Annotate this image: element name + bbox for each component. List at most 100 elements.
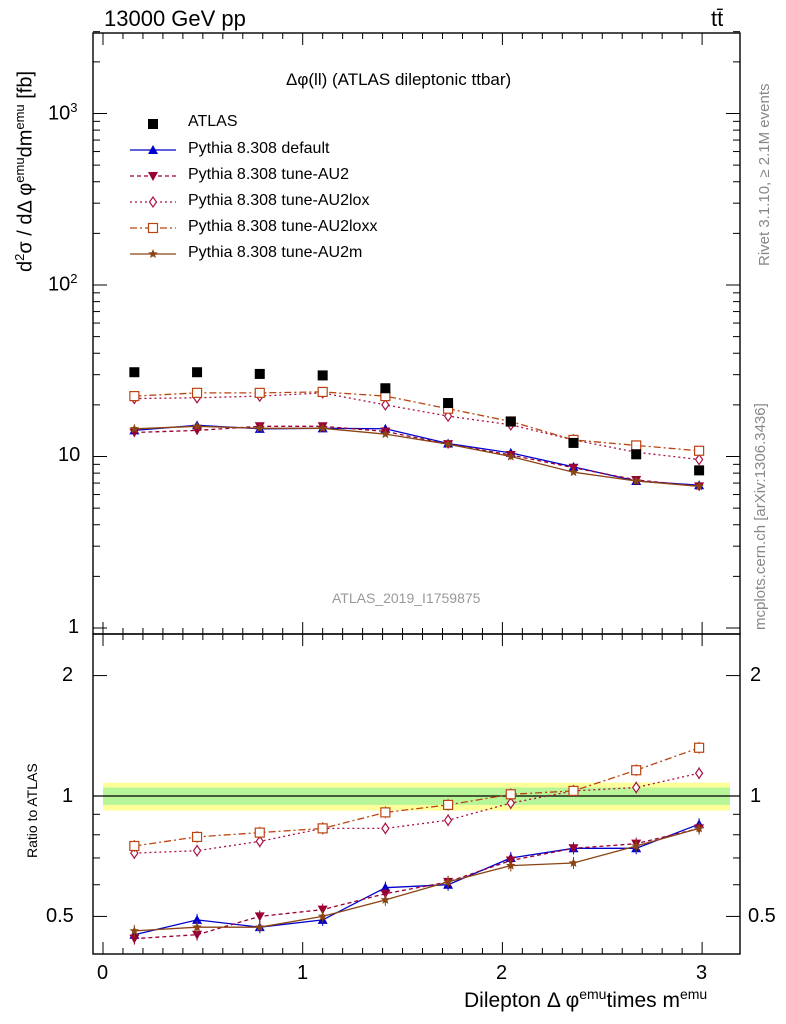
atlas-data-points xyxy=(129,367,705,476)
x-axis-label: Dilepton Δ φemutimes memu xyxy=(464,986,708,1012)
series-point-2 xyxy=(381,398,390,411)
atlas-data-point xyxy=(192,367,203,378)
ratio-point-4 xyxy=(631,841,641,850)
ratio-tick-label-1-left: 1 xyxy=(62,785,74,807)
series-point-4 xyxy=(443,439,453,449)
series-point-2 xyxy=(694,453,704,466)
x-tick-label-2: 2 xyxy=(496,962,508,984)
x-tick-label-3: 3 xyxy=(696,962,708,984)
series-point-3 xyxy=(694,445,705,456)
ratio-point-1 xyxy=(254,912,265,922)
series-point-4 xyxy=(506,451,516,461)
analysis-watermark: ATLAS_2019_I1759875 xyxy=(332,590,481,606)
ratio-point-4 xyxy=(129,925,140,935)
ratio-point-2 xyxy=(443,814,453,827)
ratio-point-4 xyxy=(380,894,391,904)
series-point-4 xyxy=(317,423,328,433)
legend-marker-3 xyxy=(147,222,159,234)
ratio-point-3 xyxy=(380,807,391,818)
ratio-point-2 xyxy=(631,781,641,794)
ratio-point-4 xyxy=(568,858,579,867)
ratio-line-0 xyxy=(134,823,700,936)
ratio-point-4 xyxy=(694,823,704,833)
legend-marker-1 xyxy=(148,172,158,181)
series-line-3 xyxy=(134,391,700,452)
x-tick-label-0: 0 xyxy=(97,962,109,984)
ratio-point-3 xyxy=(129,840,140,852)
atlas-data-point xyxy=(505,416,516,427)
y-tick-label-1: 1 xyxy=(68,616,80,638)
series-point-4 xyxy=(129,423,140,433)
process-label: tt̄ xyxy=(711,6,724,31)
atlas-data-point xyxy=(317,370,328,381)
series-point-4 xyxy=(631,476,641,485)
series-line-4 xyxy=(134,425,700,487)
legend-label-au2: Pythia 8.308 tune-AU2 xyxy=(188,166,349,183)
ratio-point-2 xyxy=(381,822,390,835)
ratio-point-0 xyxy=(380,882,391,892)
legend-marker-4 xyxy=(148,249,158,258)
atlas-data-point xyxy=(631,449,642,460)
ratio-tick-label-1-right: 1 xyxy=(750,785,762,807)
y-tick-label-10: 10 xyxy=(58,444,81,466)
ratio-point-3 xyxy=(505,789,516,800)
series-point-3 xyxy=(317,386,328,398)
plot-title: Δφ(ll) (ATLAS dileptonic ttbar) xyxy=(286,70,512,89)
ratio-point-2 xyxy=(192,844,202,857)
series-point-4 xyxy=(568,467,579,477)
ratio-y-axis-label: Ratio to ATLAS xyxy=(24,763,40,858)
legend-label-default: Pythia 8.308 default xyxy=(188,140,330,157)
y-tick-label-100: 102 xyxy=(48,271,78,296)
series-point-3 xyxy=(191,387,203,398)
ratio-line-4 xyxy=(134,827,700,932)
ratio-point-3 xyxy=(317,823,328,834)
atlas-data-point xyxy=(129,367,140,378)
y-tick-label-1000: 103 xyxy=(48,100,78,125)
legend-marker-atlas xyxy=(148,119,158,129)
ratio-point-1 xyxy=(192,930,203,940)
ratio-point-1 xyxy=(568,844,579,854)
series-point-4 xyxy=(694,481,704,491)
ratio-point-2 xyxy=(255,835,264,848)
ratio-point-4 xyxy=(506,860,516,870)
ratio-line-1 xyxy=(134,827,700,940)
series-point-1 xyxy=(129,428,140,438)
ratio-point-4 xyxy=(192,922,202,932)
legend-label-atlas: ATLAS xyxy=(188,113,238,130)
series-line-2 xyxy=(134,392,700,461)
series-point-3 xyxy=(631,440,642,451)
legend-label-au2m: Pythia 8.308 tune-AU2m xyxy=(188,244,363,261)
legend-marker-0 xyxy=(148,145,158,154)
series-line-1 xyxy=(134,425,700,487)
main-y-axis-label: d2σ / dΔ φemudmemu [fb] xyxy=(12,70,37,272)
ratio-plot-frame xyxy=(92,633,741,955)
beam-label: 13000 GeV pp xyxy=(104,6,246,31)
series-point-3 xyxy=(129,391,140,402)
atlas-data-point xyxy=(694,465,705,476)
rivet-label: Rivet 3.1.10, ≥ 2.1M events xyxy=(756,83,773,267)
ratio-line-3 xyxy=(134,747,700,847)
atlas-data-point xyxy=(443,398,454,409)
series-point-4 xyxy=(255,423,265,433)
ratio-point-3 xyxy=(191,831,203,843)
ratio-tick-label-2-right: 2 xyxy=(750,664,762,686)
ratio-point-4 xyxy=(443,876,453,886)
ratio-tick-label-05-left: 0.5 xyxy=(46,905,74,927)
legend-marker-2 xyxy=(148,195,158,209)
series-point-4 xyxy=(192,421,202,431)
series-point-4 xyxy=(380,429,391,439)
ratio-point-3 xyxy=(568,785,579,796)
mcplots-label: mcplots.cern.ch [arXiv:1306.3436] xyxy=(752,403,769,630)
atlas-data-point xyxy=(380,383,391,394)
atlas-data-point xyxy=(254,368,265,379)
ratio-point-3 xyxy=(442,799,454,811)
ratio-point-2 xyxy=(694,767,704,780)
ratio-point-3 xyxy=(631,765,642,776)
legend-label-au2loxx: Pythia 8.308 tune-AU2loxx xyxy=(188,218,378,235)
ratio-tick-label-05-right: 0.5 xyxy=(748,905,776,927)
ratio-point-3 xyxy=(694,742,705,753)
axis-ticks xyxy=(93,31,740,954)
ratio-point-3 xyxy=(254,827,265,838)
ratio-tick-label-2-left: 2 xyxy=(62,664,74,686)
ratio-point-4 xyxy=(317,911,328,921)
